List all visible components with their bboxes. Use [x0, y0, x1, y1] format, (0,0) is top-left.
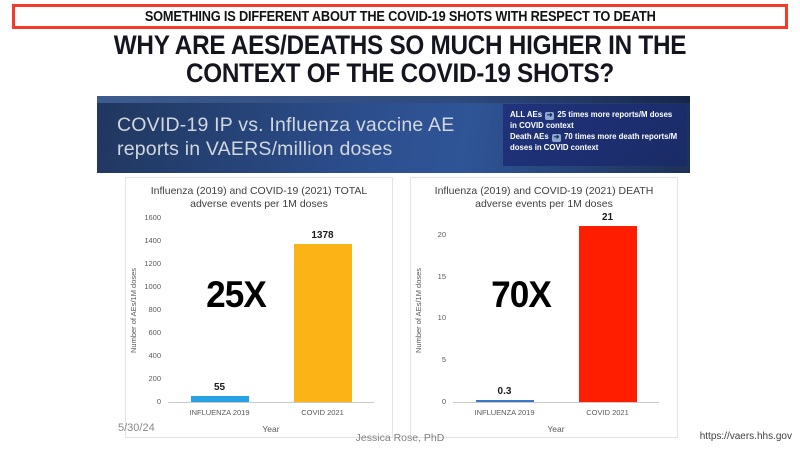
source-url: https://vaers.hhs.gov [699, 431, 792, 442]
bar-value-label: 55 [213, 381, 226, 393]
x-axis-categories: INFLUENZA 2019 COVID 2021 [453, 408, 659, 420]
callout-line1-text: 25 times more reports/M doses in COVID c… [510, 110, 673, 130]
y-axis-tick: 800 [148, 305, 161, 314]
chart-title: Influenza (2019) and COVID-19 (2021) TOT… [126, 185, 392, 211]
chart-panel-total-aes: Influenza (2019) and COVID-19 (2021) TOT… [125, 177, 393, 438]
y-axis-ticks: 0 200 400 600 800 1000 1200 1400 1600 [138, 213, 164, 406]
y-axis-tick: 15 [437, 271, 446, 281]
x-axis-label: Year [262, 424, 280, 434]
header-panel-title-line2: reports in VAERS/million doses [117, 138, 393, 160]
page-title: WHY ARE AES/DEATHS SO MUCH HIGHER IN THE… [0, 31, 800, 87]
chart-body: Number of AEs/1M doses 0 200 400 600 800 1000… [126, 213, 392, 437]
y-axis-tick: 1200 [144, 259, 161, 268]
y-axis-ticks: 0 5 10 15 20 [423, 218, 449, 406]
y-axis-tick: 20 [437, 229, 446, 239]
plot-area: 25X 55 1378 [168, 218, 374, 403]
y-axis-tick: 600 [148, 328, 161, 337]
y-axis-tick: 1000 [144, 282, 161, 291]
chart-title: Influenza (2019) and COVID-19 (2021) DEA… [411, 185, 677, 211]
chart-title-line2: adverse events per 1M doses [190, 198, 328, 210]
alert-banner: SOMETHING IS DIFFERENT ABOUT THE COVID-1… [12, 4, 788, 29]
chart-panel-death-aes: Influenza (2019) and COVID-19 (2021) DEA… [410, 177, 678, 438]
bar-influenza-2019 [475, 399, 534, 402]
bar-value-label: 0.3 [497, 385, 512, 397]
ratio-annotation: 70X [491, 274, 552, 316]
bar-influenza-2019 [190, 395, 249, 402]
y-axis-tick: 0 [156, 397, 161, 406]
header-panel-top-strip [97, 96, 690, 103]
header-panel-title-line1: COVID-19 IP vs. Influenza vaccine AE [117, 114, 455, 136]
header-panel: COVID-19 IP vs. Influenza vaccine AE rep… [97, 96, 690, 173]
callout-box: ALL AEs ➜ 25 times more reports/M doses … [503, 104, 687, 166]
alert-banner-text: SOMETHING IS DIFFERENT ABOUT THE COVID-1… [144, 8, 656, 25]
y-axis-tick: 0 [441, 397, 446, 406]
bar-value-label: 1378 [311, 229, 334, 241]
x-axis-category-label: INFLUENZA 2019 [189, 408, 250, 417]
x-axis-category-label: COVID 2021 [301, 408, 344, 417]
chart-title-line2: adverse events per 1M doses [475, 198, 613, 210]
y-axis-tick: 10 [437, 313, 446, 323]
callout-line1-prefix: ALL AEs [510, 110, 543, 119]
x-axis-category-label: COVID 2021 [586, 408, 629, 417]
page-title-line2: CONTEXT OF THE COVID-19 SHOTS? [185, 58, 614, 88]
y-axis-tick: 1400 [144, 236, 161, 245]
header-panel-title: COVID-19 IP vs. Influenza vaccine AE rep… [117, 113, 454, 161]
y-axis-tick: 200 [148, 374, 161, 383]
right-arrow-icon: ➜ [545, 112, 555, 120]
chart-title-line1: Influenza (2019) and COVID-19 (2021) TOT… [150, 185, 368, 197]
y-axis-tick: 5 [441, 355, 446, 365]
page-title-line1: WHY ARE AES/DEATHS SO MUCH HIGHER IN THE [113, 30, 687, 60]
callout-line2-text: 70 times more death reports/M doses in C… [510, 131, 678, 152]
slide-date: 5/30/24 [118, 422, 155, 434]
slide-author: Jessica Rose, PhD [355, 432, 445, 444]
x-axis-category-label: INFLUENZA 2019 [474, 408, 535, 417]
chart-title-line1: Influenza (2019) and COVID-19 (2021) DEA… [434, 185, 654, 197]
y-axis-tick: 400 [148, 351, 161, 360]
right-arrow-icon: ➜ [551, 133, 561, 142]
bar-covid-2021 [578, 226, 637, 402]
chart-body: Number of AEs/1M doses 0 5 10 15 20 70X 0.3 2… [411, 212, 677, 437]
plot-area: 70X 0.3 21 [453, 212, 659, 403]
x-axis-categories: INFLUENZA 2019 COVID 2021 [168, 408, 374, 420]
bar-value-label: 21 [601, 212, 614, 224]
y-axis-tick: 1600 [144, 213, 161, 222]
x-axis-label: Year [547, 424, 565, 434]
bar-covid-2021 [293, 243, 352, 402]
callout-line2-prefix: Death AEs [510, 131, 549, 141]
ratio-annotation: 25X [206, 274, 267, 316]
